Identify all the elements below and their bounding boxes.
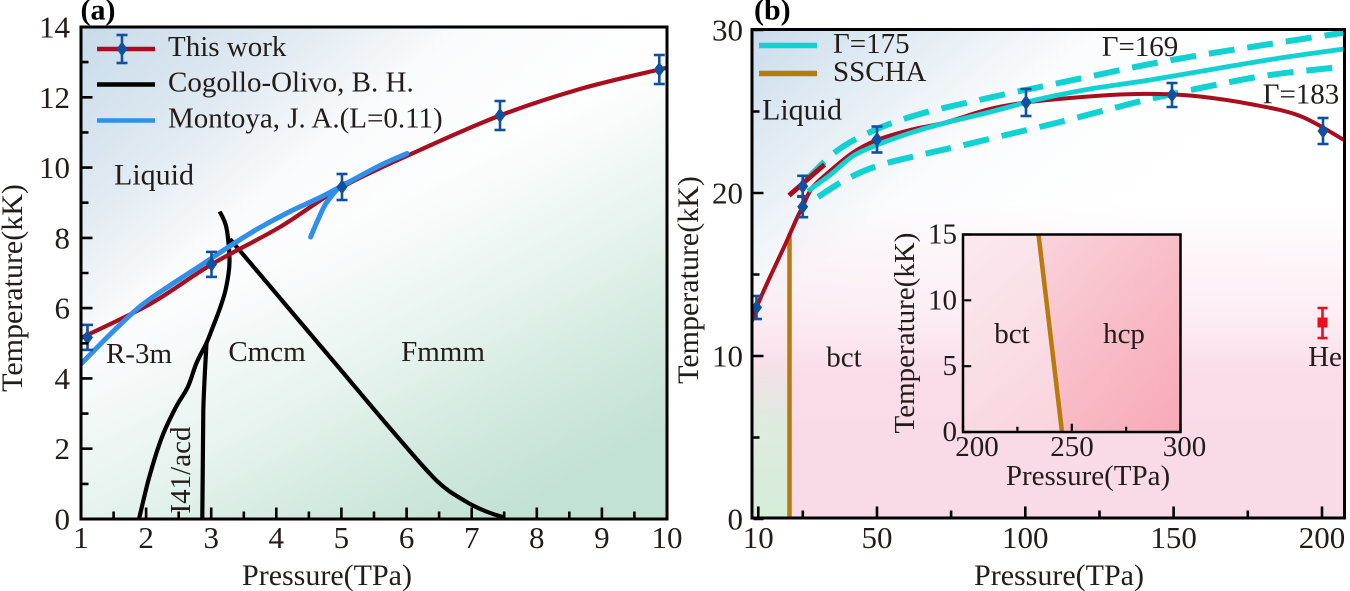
svg-text:10: 10 xyxy=(743,520,774,555)
svg-text:Pressure(TPa): Pressure(TPa) xyxy=(974,559,1144,591)
svg-text:0: 0 xyxy=(55,502,71,537)
svg-text:Liquid: Liquid xyxy=(762,94,842,127)
svg-text:250: 250 xyxy=(1050,431,1094,463)
svg-text:Pressure(TPa): Pressure(TPa) xyxy=(242,559,412,591)
svg-text:(a): (a) xyxy=(81,0,116,27)
svg-text:Γ=175: Γ=175 xyxy=(833,28,910,60)
svg-text:30: 30 xyxy=(712,13,743,48)
svg-text:Pressure(TPa): Pressure(TPa) xyxy=(1006,460,1170,492)
svg-text:Cogollo-Olivo, B. H.: Cogollo-Olivo, B. H. xyxy=(168,67,414,99)
svg-text:0: 0 xyxy=(728,502,744,537)
svg-text:Γ=183: Γ=183 xyxy=(1263,79,1340,111)
svg-text:10: 10 xyxy=(928,284,957,316)
svg-text:Fmmm: Fmmm xyxy=(401,336,485,368)
svg-text:6: 6 xyxy=(399,520,415,555)
svg-text:0: 0 xyxy=(943,416,958,448)
svg-text:150: 150 xyxy=(1150,520,1197,555)
svg-text:7: 7 xyxy=(464,520,480,555)
svg-text:Temperature(kK): Temperature(kK) xyxy=(889,233,921,434)
svg-text:I41/acd: I41/acd xyxy=(165,426,197,513)
svg-text:9: 9 xyxy=(594,520,610,555)
svg-text:1: 1 xyxy=(73,520,89,555)
svg-text:12: 12 xyxy=(39,80,70,115)
svg-text:Montoya, J. A.(L=0.11): Montoya, J. A.(L=0.11) xyxy=(168,103,443,135)
svg-text:15: 15 xyxy=(928,219,957,251)
svg-text:200: 200 xyxy=(1299,520,1346,555)
svg-text:14: 14 xyxy=(39,10,71,45)
svg-text:bct: bct xyxy=(826,342,861,374)
svg-text:He: He xyxy=(1308,341,1342,373)
svg-text:6: 6 xyxy=(55,291,71,326)
svg-text:(b): (b) xyxy=(754,0,791,27)
svg-text:bct: bct xyxy=(994,318,1029,350)
svg-text:Liquid: Liquid xyxy=(114,159,194,192)
svg-text:20: 20 xyxy=(712,176,743,211)
svg-text:3: 3 xyxy=(203,520,219,555)
svg-text:50: 50 xyxy=(862,520,893,555)
svg-text:100: 100 xyxy=(1002,520,1049,555)
svg-text:10: 10 xyxy=(39,150,70,185)
svg-text:R-3m: R-3m xyxy=(106,338,173,370)
svg-text:SSCHA: SSCHA xyxy=(833,56,927,88)
svg-text:200: 200 xyxy=(955,431,999,463)
svg-text:5: 5 xyxy=(334,520,350,555)
svg-text:8: 8 xyxy=(55,220,71,255)
svg-text:10: 10 xyxy=(712,339,743,374)
svg-text:Temperature(kK): Temperature(kK) xyxy=(0,184,29,392)
svg-text:Γ=169: Γ=169 xyxy=(1102,31,1179,63)
svg-text:2: 2 xyxy=(138,520,154,555)
svg-text:8: 8 xyxy=(529,520,545,555)
svg-text:2: 2 xyxy=(55,431,71,466)
svg-text:10: 10 xyxy=(652,520,683,555)
svg-text:This work: This work xyxy=(168,31,287,63)
svg-text:Cmcm: Cmcm xyxy=(228,336,306,368)
svg-text:4: 4 xyxy=(269,520,285,555)
svg-text:hcp: hcp xyxy=(1103,318,1145,350)
svg-text:4: 4 xyxy=(55,361,71,396)
svg-text:5: 5 xyxy=(943,350,958,382)
svg-text:300: 300 xyxy=(1163,431,1207,463)
svg-text:Temperature(kK): Temperature(kK) xyxy=(672,176,705,384)
